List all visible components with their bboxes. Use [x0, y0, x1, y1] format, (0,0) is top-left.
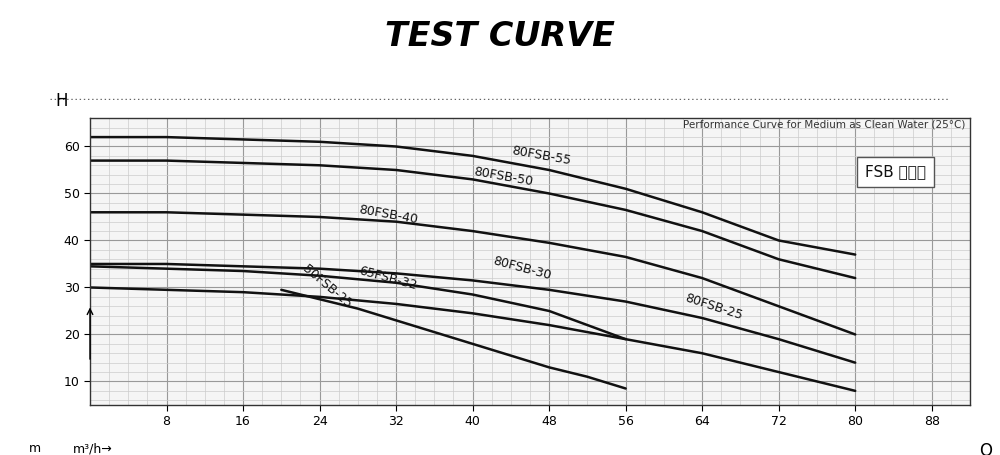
Text: 50FSB-25: 50FSB-25	[300, 263, 355, 311]
Text: 80FSB-50: 80FSB-50	[473, 166, 534, 189]
Text: m³/h→: m³/h→	[72, 442, 112, 455]
Text: Performance Curve for Medium as Clean Water (25°C): Performance Curve for Medium as Clean Wa…	[683, 120, 966, 130]
Text: 80FSB-25: 80FSB-25	[683, 292, 744, 323]
Text: 65FSB-32: 65FSB-32	[358, 264, 419, 292]
Text: TEST CURVE: TEST CURVE	[385, 20, 615, 54]
Text: Q: Q	[979, 442, 992, 455]
Text: 80FSB-55: 80FSB-55	[511, 144, 572, 167]
Text: FSB 離心泵: FSB 離心泵	[865, 164, 926, 179]
Text: H: H	[56, 92, 68, 110]
Text: 80FSB-40: 80FSB-40	[358, 203, 419, 227]
Text: m: m	[28, 442, 41, 455]
Text: 80FSB-30: 80FSB-30	[492, 255, 553, 283]
